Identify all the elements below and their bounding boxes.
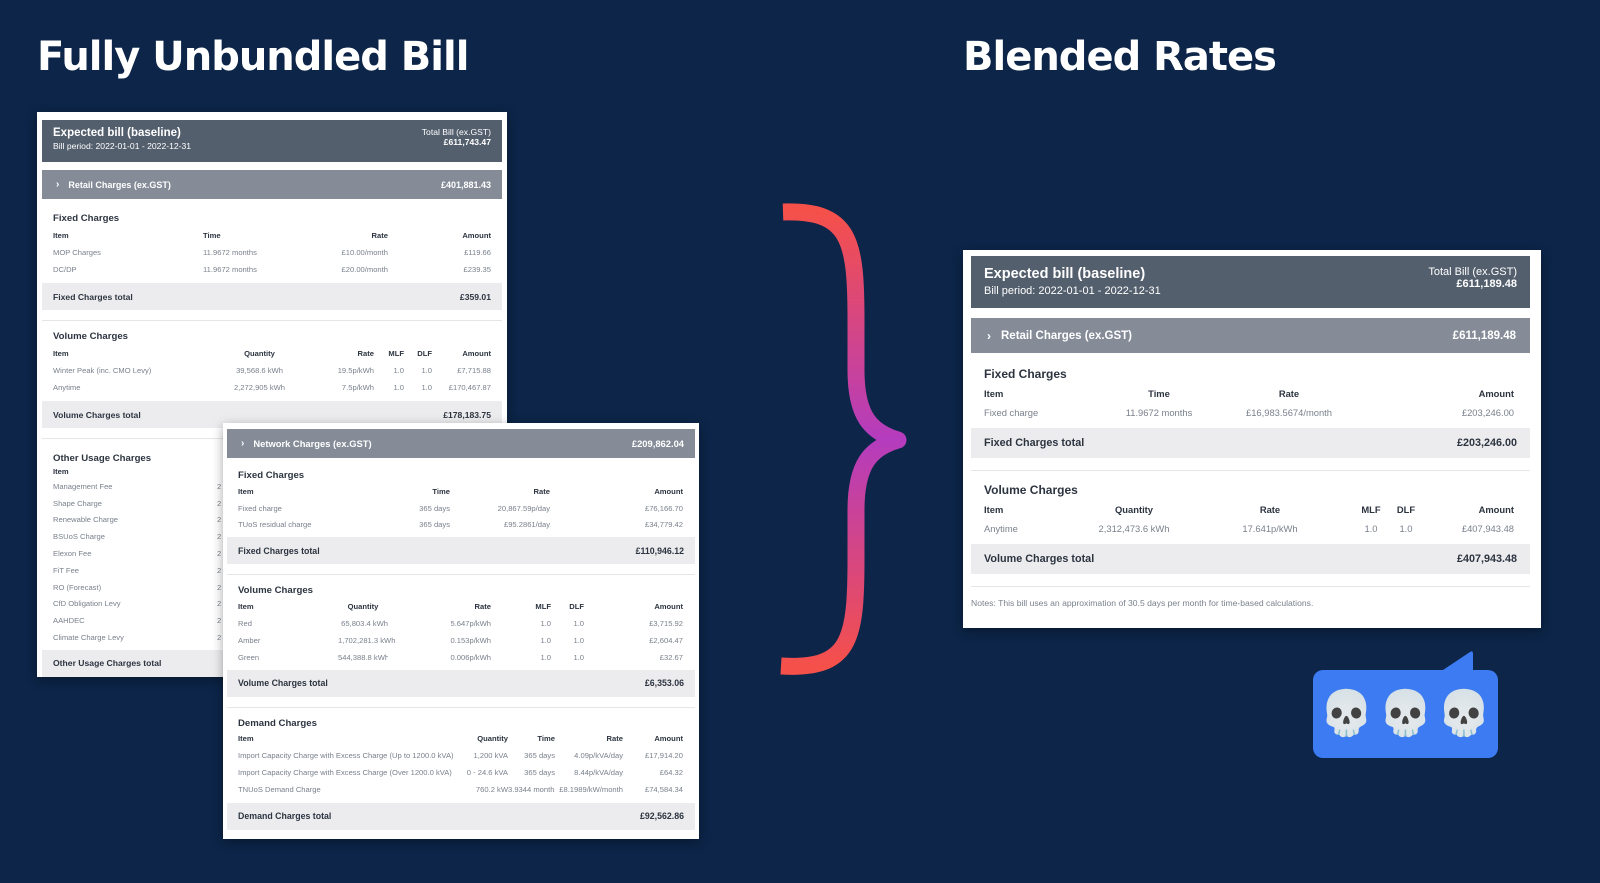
- retail-charges-amount: £401,881.43: [440, 179, 491, 190]
- retail-charges-label: Retail Charges (ex.GST): [68, 179, 171, 190]
- demand-charges-title: Demand Charges: [238, 717, 317, 729]
- table-row: MOP Charges 11.9672 months £10.00/month …: [53, 248, 491, 257]
- retail-charges-toggle[interactable]: › Retail Charges (ex.GST) £611,189.48: [971, 318, 1530, 353]
- table-row: Winter Peak (inc. CMO Levy) 39,568.6 kWh…: [53, 366, 491, 375]
- speech-bubble: 💀 💀 💀: [1313, 650, 1498, 758]
- unbundled-bill-card: Expected bill (baseline) Bill period: 20…: [37, 112, 507, 677]
- table-row: Elexon Fee 2: [53, 549, 222, 559]
- table-row: TUoS residual charge 365 days £95.2861/d…: [238, 520, 683, 530]
- skull-icon: 💀: [1378, 688, 1433, 739]
- network-charges-amount: £209,862.04: [631, 438, 684, 449]
- table-row: FiT Fee 2: [53, 565, 222, 575]
- bill-period: Bill period: 2022-01-01 - 2022-12-31: [984, 285, 1161, 297]
- bill-period: Bill period: 2022-01-01 - 2022-12-31: [53, 141, 192, 151]
- chevron-right-icon: ›: [56, 179, 60, 190]
- table-row: RO (Forecast) 2: [53, 582, 222, 592]
- curly-brace-icon: [780, 203, 907, 675]
- table-row: Red 65,803.4 kWh 5.647p/kWh 1.0 1.0 £3,7…: [238, 619, 683, 629]
- volume-charges-title: Volume Charges: [984, 483, 1078, 497]
- table-row: Management Fee 2: [53, 481, 222, 491]
- table-row: Import Capacity Charge with Excess Charg…: [238, 751, 683, 761]
- network-charges-toggle[interactable]: › Network Charges (ex.GST) £209,862.04: [227, 429, 695, 458]
- table-row: Anytime 2,272,905 kWh 7.5p/kWh 1.0 1.0 £…: [53, 383, 491, 392]
- other-usage-title: Other Usage Charges: [53, 453, 152, 464]
- table-header: Item Quantity Rate MLF DLF Amount: [53, 349, 491, 358]
- total-bill-label: Total Bill (ex.GST): [421, 127, 491, 137]
- chevron-right-icon: ›: [241, 438, 245, 449]
- skull-icon: 💀: [1319, 688, 1375, 739]
- fixed-charges-total: Fixed Charges total £359.01: [42, 283, 502, 310]
- blended-bill-card: Expected bill (baseline) Bill period: 20…: [963, 250, 1541, 628]
- col-time: Time: [203, 231, 221, 240]
- table-row: AAHDEC 2: [53, 616, 222, 626]
- table-row: Shape Charge 2: [53, 498, 222, 508]
- table-header: Item Time Rate Amount: [238, 486, 683, 496]
- table-row: Import Capacity Charge with Excess Charg…: [238, 768, 683, 778]
- skull-icon: 💀: [1436, 688, 1492, 739]
- demand-charges-total: Demand Charges total £92,562.86: [227, 802, 695, 830]
- table-row: TNUoS Demand Charge 760.2 kW 3.9344 mont…: [238, 784, 683, 794]
- table-row: Fixed charge 11.9672 months £16,983.5674…: [984, 407, 1514, 418]
- fixed-charges-total: Fixed Charges total £110,946.12: [227, 537, 695, 565]
- fixed-charges-total: Fixed Charges total £203,246.00: [971, 428, 1530, 458]
- skull-emoji-group: 💀 💀 💀: [1313, 670, 1498, 758]
- table-header: Item Quantity Rate MLF DLF Amount: [984, 504, 1514, 515]
- table-row: BSUoS Charge 2: [53, 532, 222, 542]
- bill-header: Expected bill (baseline) Bill period: 20…: [971, 256, 1530, 308]
- chevron-right-icon: ›: [987, 328, 991, 343]
- total-bill-label: Total Bill (ex.GST): [1428, 266, 1517, 278]
- volume-charges-title: Volume Charges: [238, 585, 313, 597]
- fixed-charges-title: Fixed Charges: [984, 367, 1067, 381]
- bill-header: Expected bill (baseline) Bill period: 20…: [42, 120, 502, 162]
- fixed-charges-title: Fixed Charges: [53, 213, 120, 224]
- table-row: Renewable Charge 2: [53, 515, 222, 525]
- volume-charges-total: Volume Charges total £407,943.48: [971, 544, 1530, 574]
- bill-title: Expected bill (baseline): [53, 127, 181, 139]
- total-bill-value: £611,743.47: [443, 137, 491, 147]
- network-charges-card: › Network Charges (ex.GST) £209,862.04 Fi…: [223, 423, 699, 839]
- right-title: Blended Rates: [963, 34, 1277, 80]
- retail-charges-label: Retail Charges (ex.GST): [1001, 329, 1133, 342]
- table-row: Amber 1,702,281.3 kWh 0.153p/kWh 1.0 1.0…: [238, 635, 683, 645]
- retail-charges-toggle[interactable]: › Retail Charges (ex.GST) £401,881.43: [42, 170, 502, 199]
- table-row: Green 544,388.8 kWh 0.006p/kWh 1.0 1.0 £…: [238, 652, 683, 662]
- volume-charges-total: Volume Charges total £6,353.06: [227, 669, 695, 697]
- table-row: DC/DP 11.9672 months £20.00/month £239.3…: [53, 265, 491, 274]
- total-bill-value: £611,189.48: [1456, 278, 1517, 290]
- speech-bubble-body: [1313, 670, 1498, 758]
- table-header: Item Time Rate Amount: [984, 388, 1514, 399]
- network-charges-label: Network Charges (ex.GST): [253, 438, 372, 449]
- table-row: Climate Charge Levy 2: [53, 633, 222, 643]
- retail-charges-amount: £611,189.48: [1452, 329, 1516, 342]
- table-row: Anytime 2,312,473.6 kWh 17.641p/kWh 1.0 …: [984, 523, 1514, 534]
- table-header: Item Quantity Time Rate Amount: [238, 734, 683, 744]
- volume-charges-title: Volume Charges: [53, 331, 128, 342]
- bill-notes: Notes: This bill uses an approximation o…: [971, 598, 1314, 608]
- bill-title: Expected bill (baseline): [984, 266, 1146, 282]
- left-title: Fully Unbundled Bill: [37, 34, 469, 80]
- table-header: Item: [53, 466, 69, 476]
- col-rate: Rate: [371, 231, 388, 240]
- table-header: Item Time Rate Amount: [37, 227, 507, 244]
- fixed-charges-title: Fixed Charges: [238, 470, 305, 481]
- col-item: Item: [53, 231, 69, 240]
- table-header: Item Quantity Rate MLF DLF Amount: [238, 602, 683, 612]
- col-amount: Amount: [462, 231, 491, 240]
- table-row: CfD Obligation Levy 2: [53, 599, 222, 609]
- table-row: Fixed charge 365 days 20,867.59p/day £76…: [238, 503, 683, 513]
